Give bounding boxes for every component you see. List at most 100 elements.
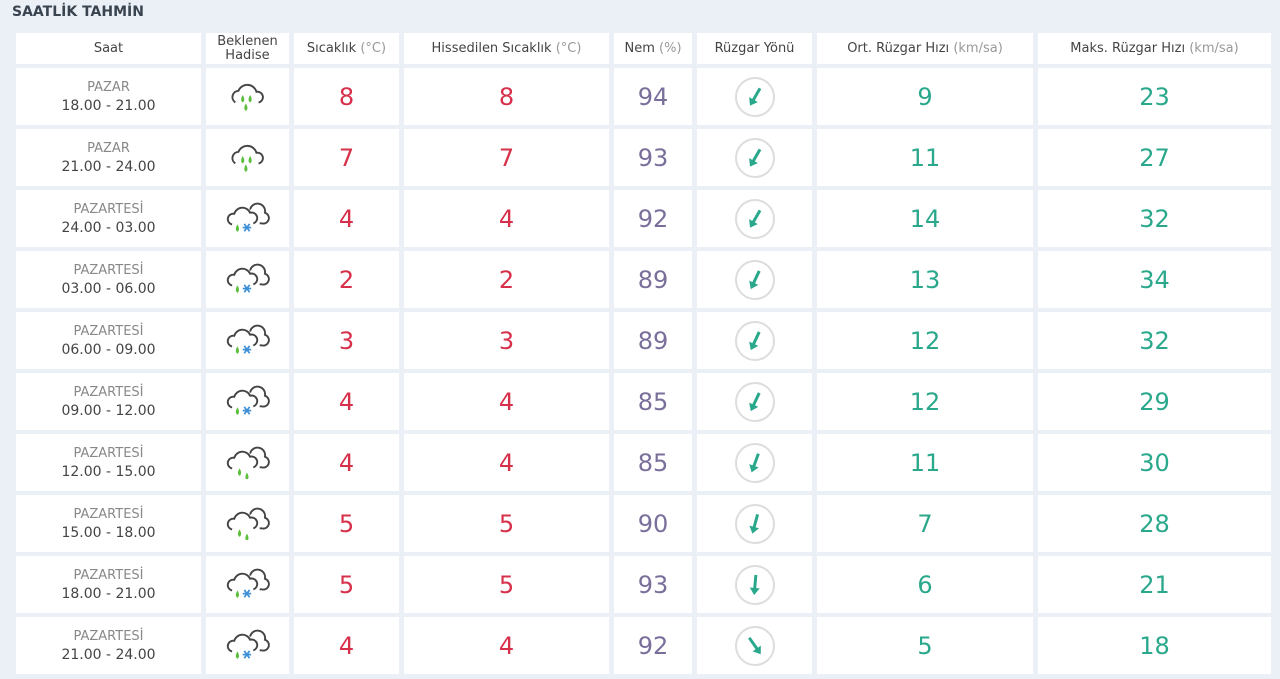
- heavy-rain-icon: [231, 83, 264, 111]
- day-label: PAZARTESİ: [73, 567, 144, 583]
- wind-arrow-icon: [748, 513, 759, 534]
- sleet-icon: [226, 263, 270, 293]
- wind-arrow-icon: [748, 391, 761, 411]
- feels-like: 2: [404, 251, 609, 308]
- header-unit: (°C): [555, 40, 582, 56]
- wind-arrow-icon: [747, 636, 761, 654]
- feels-like: 3: [404, 312, 609, 369]
- time-range: 21.00 - 24.00: [61, 158, 156, 175]
- table-row: PAZAR 18.00 - 21.00 8 8 94 9 23: [16, 68, 1271, 125]
- humidity: 94: [614, 68, 692, 125]
- weather-cell: [206, 617, 289, 674]
- time-cell: PAZAR 21.00 - 24.00: [16, 129, 201, 186]
- column-header: Maks. Rüzgar Hızı (km/sa): [1038, 33, 1271, 64]
- time-range: 03.00 - 06.00: [61, 280, 156, 297]
- avg-wind-speed: 12: [817, 373, 1033, 430]
- max-wind-speed: 32: [1038, 312, 1271, 369]
- humidity: 90: [614, 495, 692, 552]
- feels-like: 5: [404, 495, 609, 552]
- table-row: PAZARTESİ 24.00 - 03.00 4 4 92 14 32: [16, 190, 1271, 247]
- temperature: 4: [294, 617, 399, 674]
- weather-cell: [206, 251, 289, 308]
- sleet-icon: [226, 202, 270, 232]
- feels-like: 4: [404, 190, 609, 247]
- header-label: Saat: [93, 40, 124, 56]
- time-range: 24.00 - 03.00: [61, 219, 156, 236]
- max-wind-speed: 34: [1038, 251, 1271, 308]
- temperature: 5: [294, 556, 399, 613]
- time-cell: PAZARTESİ 21.00 - 24.00: [16, 617, 201, 674]
- avg-wind-speed: 9: [817, 68, 1033, 125]
- wind-direction-cell: [697, 556, 812, 613]
- temperature: 2: [294, 251, 399, 308]
- weather-cell: [206, 129, 289, 186]
- wind-direction-cell: [697, 373, 812, 430]
- temperature: 8: [294, 68, 399, 125]
- table-row: PAZARTESİ 15.00 - 18.00 5 5 90 7 28: [16, 495, 1271, 552]
- humidity: 93: [614, 556, 692, 613]
- column-header: Saat: [16, 33, 201, 64]
- sleet-icon: [226, 385, 270, 415]
- wind-direction-cell: [697, 617, 812, 674]
- humidity: 93: [614, 129, 692, 186]
- avg-wind-speed: 14: [817, 190, 1033, 247]
- humidity: 92: [614, 617, 692, 674]
- heavy-rain-icon: [231, 144, 264, 172]
- feels-like: 7: [404, 129, 609, 186]
- time-cell: PAZARTESİ 15.00 - 18.00: [16, 495, 201, 552]
- header-unit: (°C): [360, 40, 387, 56]
- avg-wind-speed: 5: [817, 617, 1033, 674]
- header-unit: (%): [659, 40, 682, 56]
- time-range: 18.00 - 21.00: [61, 585, 156, 602]
- sleet-icon: [226, 324, 270, 354]
- time-range: 15.00 - 18.00: [61, 524, 156, 541]
- day-label: PAZARTESİ: [73, 262, 144, 278]
- weather-cell: [206, 68, 289, 125]
- header-label: Hissedilen Sıcaklık: [431, 40, 552, 56]
- time-cell: PAZAR 18.00 - 21.00: [16, 68, 201, 125]
- avg-wind-speed: 6: [817, 556, 1033, 613]
- feels-like: 5: [404, 556, 609, 613]
- table-row: PAZARTESİ 18.00 - 21.00 5 5 93 6 21: [16, 556, 1271, 613]
- weather-cell: [206, 495, 289, 552]
- time-cell: PAZARTESİ 18.00 - 21.00: [16, 556, 201, 613]
- humidity: 85: [614, 434, 692, 491]
- sleet-icon: [226, 568, 270, 598]
- temperature: 4: [294, 373, 399, 430]
- rain-icon: [226, 507, 270, 541]
- day-label: PAZARTESİ: [73, 323, 144, 339]
- table-row: PAZARTESİ 12.00 - 15.00 4 4 85 11 30: [16, 434, 1271, 491]
- temperature: 5: [294, 495, 399, 552]
- max-wind-speed: 32: [1038, 190, 1271, 247]
- max-wind-speed: 21: [1038, 556, 1271, 613]
- humidity: 85: [614, 373, 692, 430]
- day-label: PAZARTESİ: [73, 506, 144, 522]
- wind-arrow-icon: [748, 452, 760, 472]
- table-row: PAZARTESİ 09.00 - 12.00 4 4 85 12 29: [16, 373, 1271, 430]
- day-label: PAZARTESİ: [73, 384, 144, 400]
- header-label: Sıcaklık: [306, 40, 357, 56]
- weather-cell: [206, 373, 289, 430]
- hourly-forecast-table: Saat Beklenen Hadise Sıcaklık (°C) Hissedil…: [11, 29, 1276, 678]
- sleet-icon: [226, 629, 270, 659]
- wind-direction-cell: [697, 251, 812, 308]
- time-range: 18.00 - 21.00: [61, 97, 156, 114]
- header-label: Beklenen Hadise: [217, 33, 278, 63]
- time-cell: PAZARTESİ 12.00 - 15.00: [16, 434, 201, 491]
- table-row: PAZARTESİ 06.00 - 09.00 3 3 89 12 32: [16, 312, 1271, 369]
- feels-like: 8: [404, 68, 609, 125]
- humidity: 92: [614, 190, 692, 247]
- avg-wind-speed: 7: [817, 495, 1033, 552]
- time-range: 12.00 - 15.00: [61, 463, 156, 480]
- header-unit: (km/sa): [953, 40, 1003, 56]
- avg-wind-speed: 11: [817, 434, 1033, 491]
- avg-wind-speed: 11: [817, 129, 1033, 186]
- wind-direction-cell: [697, 129, 812, 186]
- feels-like: 4: [404, 434, 609, 491]
- column-header: Rüzgar Yönü: [697, 33, 812, 64]
- max-wind-speed: 27: [1038, 129, 1271, 186]
- wind-direction-cell: [697, 190, 812, 247]
- time-range: 06.00 - 09.00: [61, 341, 156, 358]
- weather-cell: [206, 190, 289, 247]
- day-label: PAZARTESİ: [73, 445, 144, 461]
